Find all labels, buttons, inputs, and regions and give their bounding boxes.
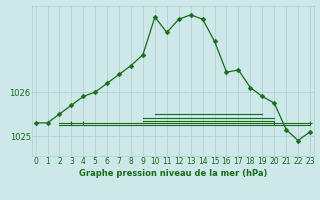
X-axis label: Graphe pression niveau de la mer (hPa): Graphe pression niveau de la mer (hPa)	[79, 169, 267, 178]
